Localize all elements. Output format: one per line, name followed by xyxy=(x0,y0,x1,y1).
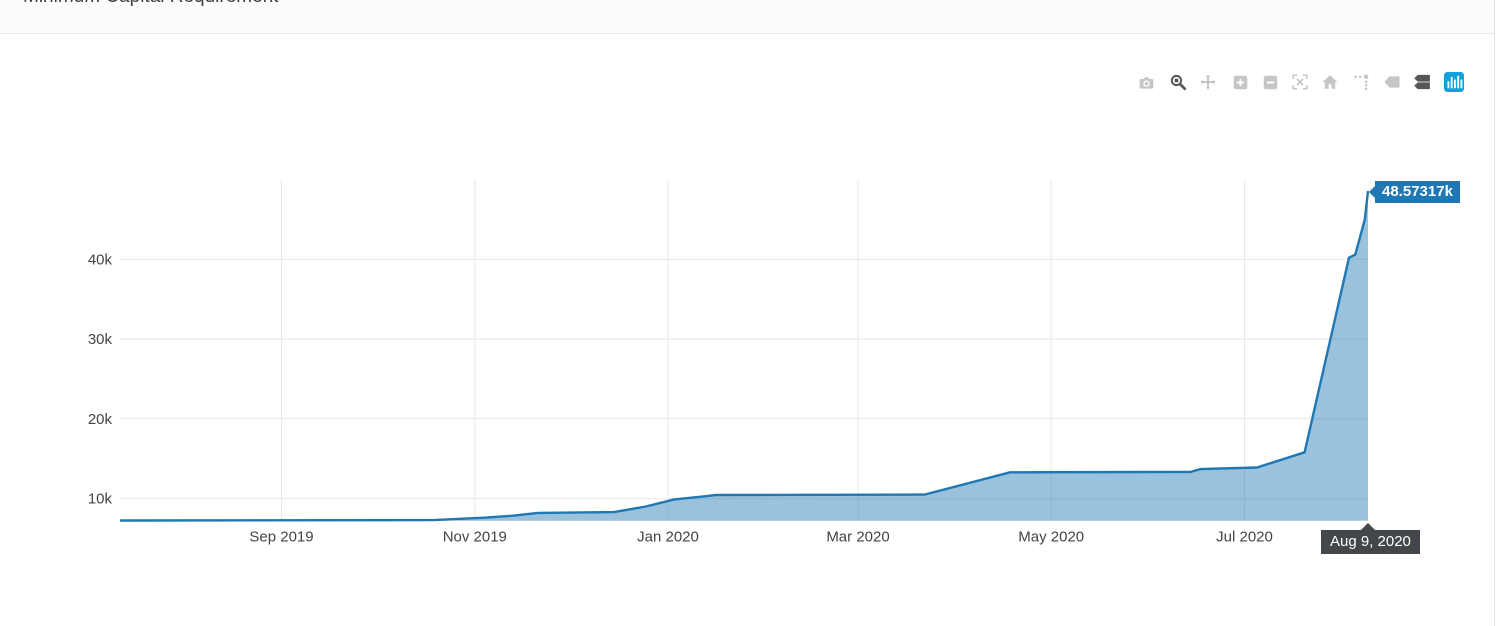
single-tag-icon xyxy=(1384,76,1400,88)
pan-arrows-icon xyxy=(1200,74,1216,90)
hover-date-label: Aug 9, 2020 xyxy=(1321,523,1420,554)
reset-axes-button[interactable] xyxy=(1319,71,1341,93)
magnifier-icon xyxy=(1170,74,1187,91)
download-png-button[interactable] xyxy=(1135,71,1157,93)
header-bar: Minimum Capital Requirement xyxy=(0,0,1494,34)
series-area-fill xyxy=(120,191,1368,521)
plotly-logo-icon xyxy=(1444,72,1464,92)
autoscale-button[interactable] xyxy=(1289,71,1311,93)
page-title: Minimum Capital Requirement xyxy=(23,0,279,8)
series-line xyxy=(119,190,1370,522)
double-tag-icon xyxy=(1414,74,1430,90)
y-tick-label: 10k xyxy=(88,491,113,508)
hover-value-label: 48.57317k xyxy=(1369,181,1460,203)
x-tick-label: May 2020 xyxy=(1018,529,1084,546)
plotly-modebar xyxy=(1135,71,1465,93)
x-tick-label: Sep 2019 xyxy=(249,529,313,546)
minus-square-icon xyxy=(1263,75,1277,89)
camera-icon xyxy=(1139,76,1153,89)
modebar-group-logo xyxy=(1443,71,1465,93)
autoscale-icon xyxy=(1292,74,1308,90)
y-tick-label: 20k xyxy=(88,411,113,428)
plotly-logo-button[interactable] xyxy=(1443,71,1465,93)
right-panel-border xyxy=(1494,0,1495,626)
modebar-group-zoom xyxy=(1229,71,1341,93)
x-tick-label: Nov 2019 xyxy=(443,529,507,546)
zoom-out-button[interactable] xyxy=(1259,71,1281,93)
home-icon xyxy=(1322,75,1338,89)
x-tick-label: Mar 2020 xyxy=(826,529,889,546)
hover-date-text: Aug 9, 2020 xyxy=(1330,533,1411,550)
spike-lines-icon xyxy=(1354,74,1369,91)
hover-compare-button[interactable] xyxy=(1411,71,1433,93)
x-tick-label: Jul 2020 xyxy=(1216,529,1273,546)
hover-closest-button[interactable] xyxy=(1381,71,1403,93)
modebar-group-image xyxy=(1135,71,1157,93)
plus-square-icon xyxy=(1233,75,1247,89)
toggle-spike-lines-button[interactable] xyxy=(1351,71,1373,93)
zoom-in-button[interactable] xyxy=(1229,71,1251,93)
y-tick-label: 30k xyxy=(88,331,113,348)
zoom-mode-button[interactable] xyxy=(1167,71,1189,93)
modebar-group-drag xyxy=(1167,71,1219,93)
hover-value-text: 48.57317k xyxy=(1382,183,1453,200)
x-tick-label: Jan 2020 xyxy=(637,529,699,546)
y-tick-label: 40k xyxy=(88,251,113,268)
modebar-group-hover xyxy=(1351,71,1433,93)
pan-mode-button[interactable] xyxy=(1197,71,1219,93)
